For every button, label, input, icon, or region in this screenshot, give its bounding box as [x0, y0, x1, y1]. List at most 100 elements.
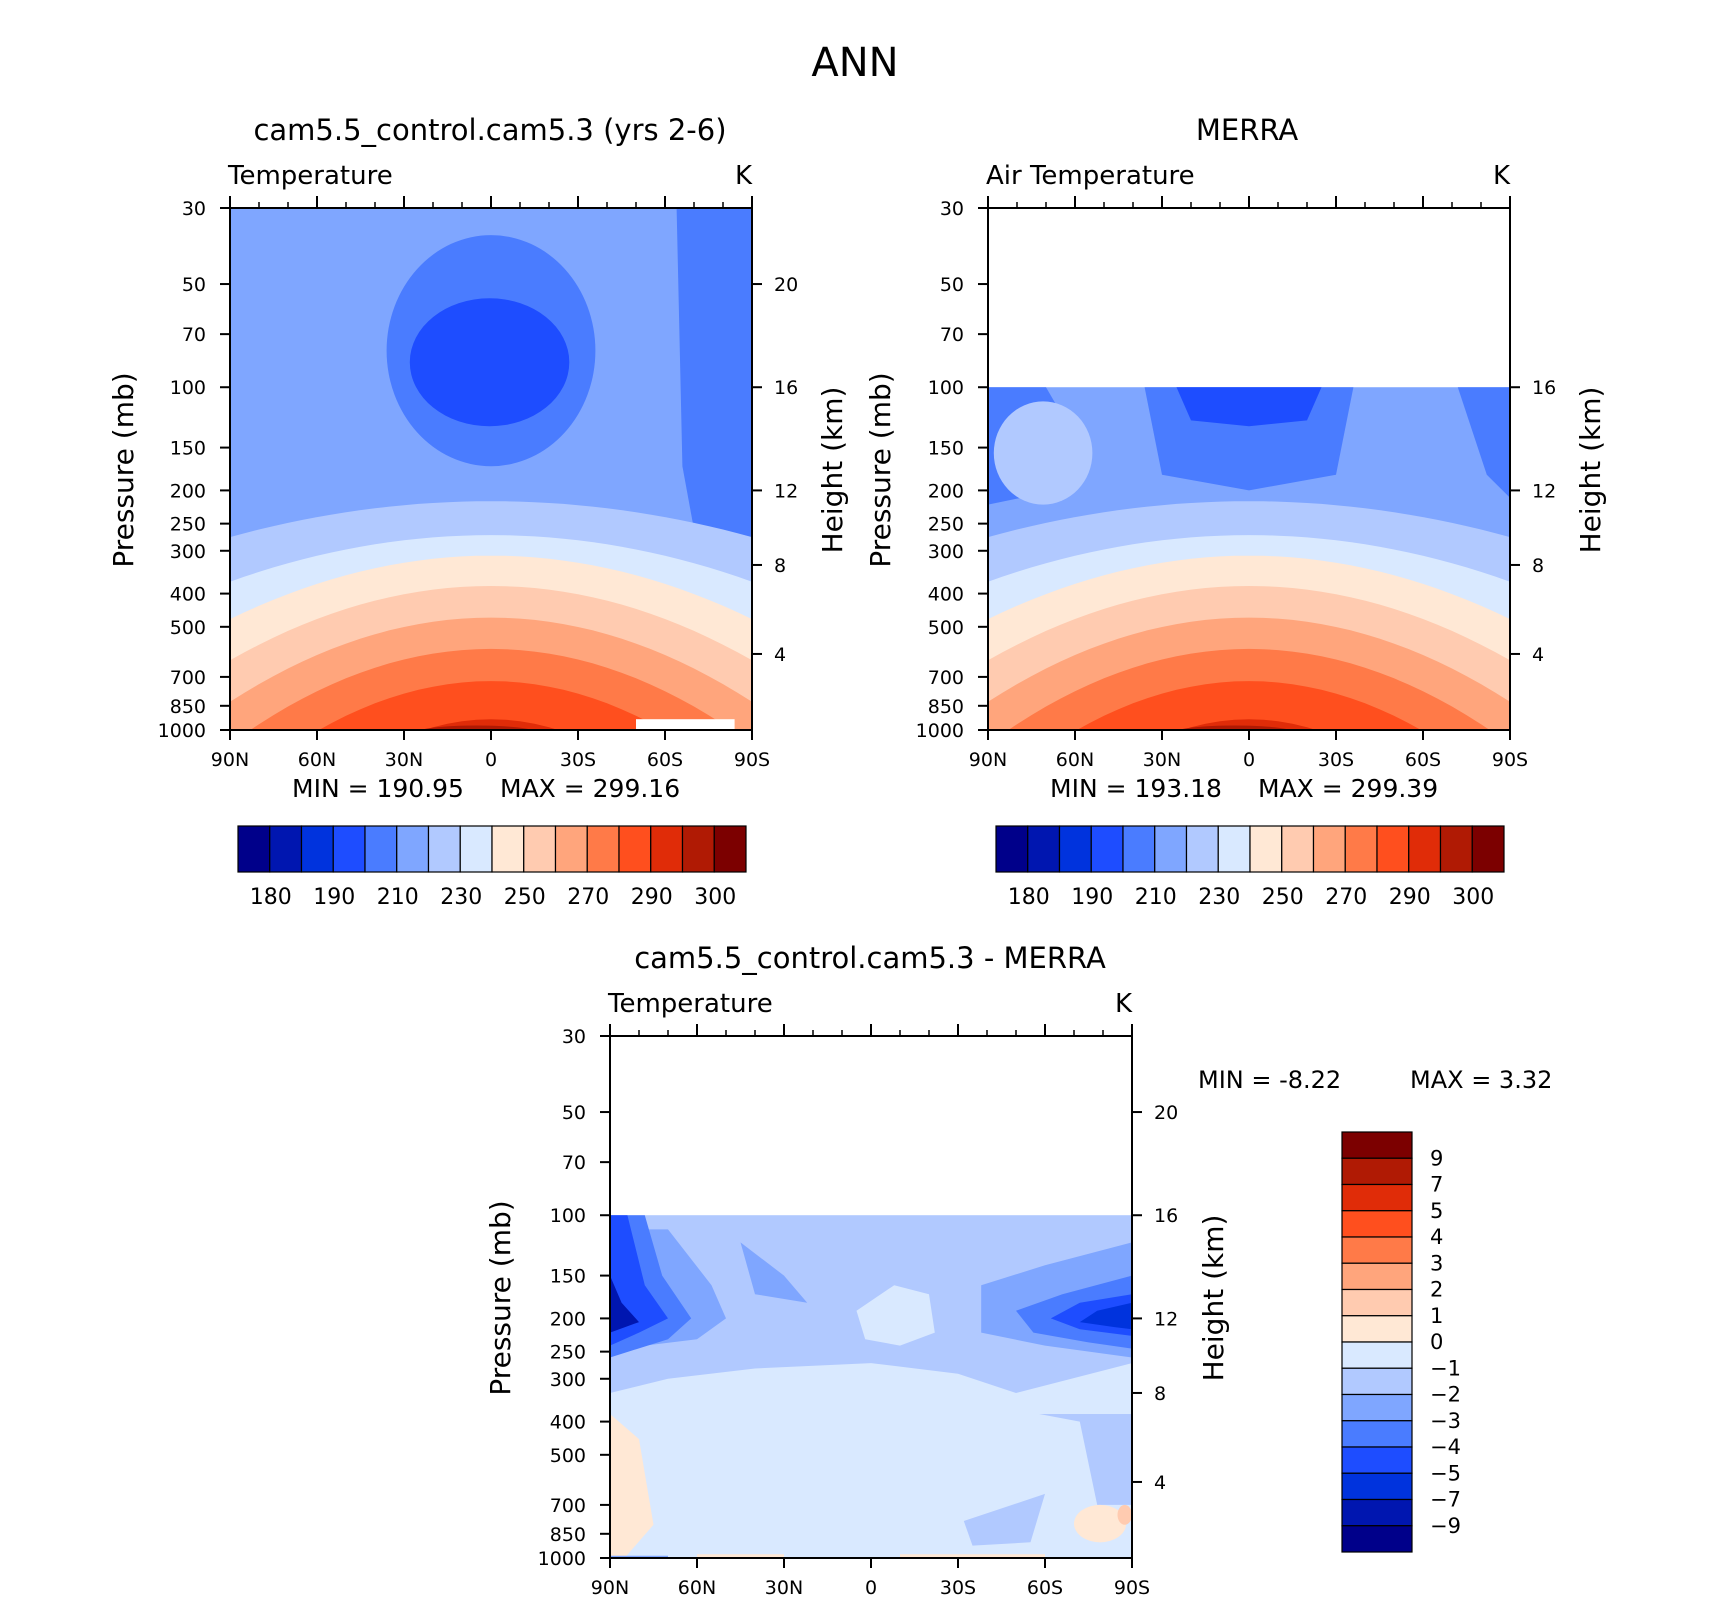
panel-model-y2label: Height (km) — [816, 387, 849, 554]
y-tick-label: 1000 — [158, 720, 206, 742]
colorbar-cell — [1090, 825, 1124, 873]
contour-band — [1074, 1504, 1127, 1543]
colorbar-cell — [1408, 825, 1442, 873]
colorbar-cell — [1027, 825, 1061, 873]
y-tick-label: 70 — [182, 324, 206, 346]
panel-merra: MERRA Air Temperature K 90N 60N 30N 0 30S 60S… — [864, 113, 1607, 910]
y-tick-label: 500 — [170, 617, 206, 639]
panel-merra-colorbar: 180 190 210 230 250 270 290 300 — [995, 825, 1505, 910]
colorbar-label: −7 — [1430, 1488, 1461, 1512]
contour-band — [230, 681, 752, 730]
y-tick-label: 500 — [928, 617, 964, 639]
colorbar-cell — [459, 825, 493, 873]
contour-band — [1176, 387, 1322, 427]
colorbar-cell — [554, 825, 588, 873]
colorbar-label: 3 — [1430, 1251, 1443, 1275]
y2-tick-label: 4 — [774, 644, 786, 666]
contour-band — [610, 1275, 639, 1333]
colorbar-label: 190 — [1071, 885, 1113, 910]
y-tick-label: 400 — [170, 584, 206, 606]
colorbar-cell — [681, 825, 715, 873]
x-tick-label: 90N — [211, 749, 249, 771]
colorbar-cell — [1185, 825, 1219, 873]
y2-tick-label: 16 — [774, 377, 798, 399]
x-tick-label: 90S — [1492, 749, 1528, 771]
y2-tick-label: 8 — [1532, 555, 1544, 577]
y-tick-label: 100 — [550, 1205, 586, 1227]
colorbar-label: −3 — [1430, 1409, 1461, 1433]
y-tick-label: 700 — [170, 667, 206, 689]
colorbar-cell — [1341, 1236, 1413, 1264]
contour-fill — [610, 1215, 1132, 1558]
colorbar-cell — [1154, 825, 1188, 873]
y-tick-label: 850 — [170, 696, 206, 718]
y2-tick-label: 8 — [774, 555, 786, 577]
x-tick-label: 30S — [560, 749, 596, 771]
colorbar-label: 300 — [1452, 885, 1494, 910]
colorbar-cell — [1281, 825, 1315, 873]
y-tick-label: 400 — [550, 1412, 586, 1434]
y-tick-label: 700 — [928, 667, 964, 689]
contour-band — [1079, 1302, 1132, 1330]
x-tick-label: 0 — [1243, 749, 1255, 771]
y2-tick-label: 12 — [1154, 1308, 1178, 1330]
panel-merra-ylabel: Pressure (mb) — [864, 372, 897, 567]
panel-diff: cam5.5_control.cam5.3 - MERRA Temperatur… — [484, 941, 1552, 1599]
panel-merra-title: MERRA — [1196, 113, 1298, 147]
contour-band — [610, 1555, 668, 1558]
y-tick-label: 50 — [182, 274, 206, 296]
colorbar-cell — [1341, 1341, 1413, 1369]
colorbar-cell — [1341, 1288, 1413, 1317]
colorbar-label: 7 — [1430, 1173, 1443, 1197]
y-tick-label: 200 — [550, 1308, 586, 1330]
colorbar-label: 2 — [1430, 1278, 1443, 1302]
contour-band — [856, 1285, 935, 1346]
colorbar-label: 4 — [1430, 1225, 1443, 1249]
y-tick-label: 500 — [550, 1445, 586, 1467]
colorbar-cell — [1341, 1525, 1413, 1553]
x-tick-label: 90S — [1114, 1577, 1150, 1599]
panel-diff-subtitle: Temperature — [607, 989, 773, 1019]
colorbar-label: 1 — [1430, 1304, 1443, 1328]
x-tick-label: 90N — [969, 749, 1007, 771]
colorbar-cell — [1058, 825, 1092, 873]
colorbar-label: 270 — [1325, 885, 1367, 910]
colorbar-label: 180 — [1008, 885, 1050, 910]
y2-tick-label: 16 — [1532, 377, 1556, 399]
colorbar-cell — [269, 825, 303, 873]
colorbar-cell — [586, 825, 620, 873]
y-tick-label: 150 — [928, 438, 964, 460]
panel-merra-subtitle: Air Temperature — [986, 161, 1195, 191]
colorbar-cell — [332, 825, 366, 873]
colorbar-label: 0 — [1430, 1330, 1443, 1354]
page-title: ANN — [811, 40, 898, 86]
y-tick-label: 300 — [928, 541, 964, 563]
y-tick-label: 700 — [550, 1495, 586, 1517]
y-tick-label: 1000 — [538, 1548, 586, 1570]
x-tick-label: 30N — [765, 1577, 803, 1599]
panel-merra-max: MAX = 299.39 — [1258, 774, 1438, 803]
contour-fill — [988, 387, 1510, 730]
y-tick-label: 30 — [562, 1026, 586, 1048]
colorbar-label: 290 — [1389, 885, 1431, 910]
panel-merra-y2label: Height (km) — [1574, 387, 1607, 554]
colorbar-cell — [713, 825, 747, 873]
panel-diff-title: cam5.5_control.cam5.3 - MERRA — [634, 941, 1106, 975]
colorbar-label: −5 — [1430, 1461, 1461, 1485]
colorbar-label: 230 — [440, 885, 482, 910]
colorbar-cell — [1341, 1446, 1413, 1474]
x-tick-label: 30S — [1318, 749, 1354, 771]
y-tick-label: 30 — [182, 198, 206, 220]
y-tick-label: 100 — [928, 377, 964, 399]
colorbar-cell — [1341, 1210, 1413, 1238]
colorbar-cell — [1312, 825, 1346, 873]
panel-model-title: cam5.5_control.cam5.3 (yrs 2-6) — [253, 113, 726, 147]
y-tick-label: 200 — [170, 480, 206, 502]
contour-band — [421, 725, 532, 730]
contour-band — [409, 298, 570, 427]
contour-band — [993, 401, 1093, 505]
colorbar-cell — [1249, 825, 1283, 873]
panel-diff-units: K — [1115, 989, 1133, 1019]
panel-diff-y2label: Height (km) — [1197, 1215, 1230, 1382]
